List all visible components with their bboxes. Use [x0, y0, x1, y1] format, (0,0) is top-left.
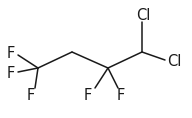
Text: F: F — [7, 46, 15, 61]
Text: F: F — [7, 65, 15, 80]
Text: F: F — [117, 88, 125, 103]
Text: Cl: Cl — [136, 8, 150, 23]
Text: F: F — [27, 88, 35, 103]
Text: F: F — [84, 88, 92, 103]
Text: Cl: Cl — [167, 55, 181, 70]
